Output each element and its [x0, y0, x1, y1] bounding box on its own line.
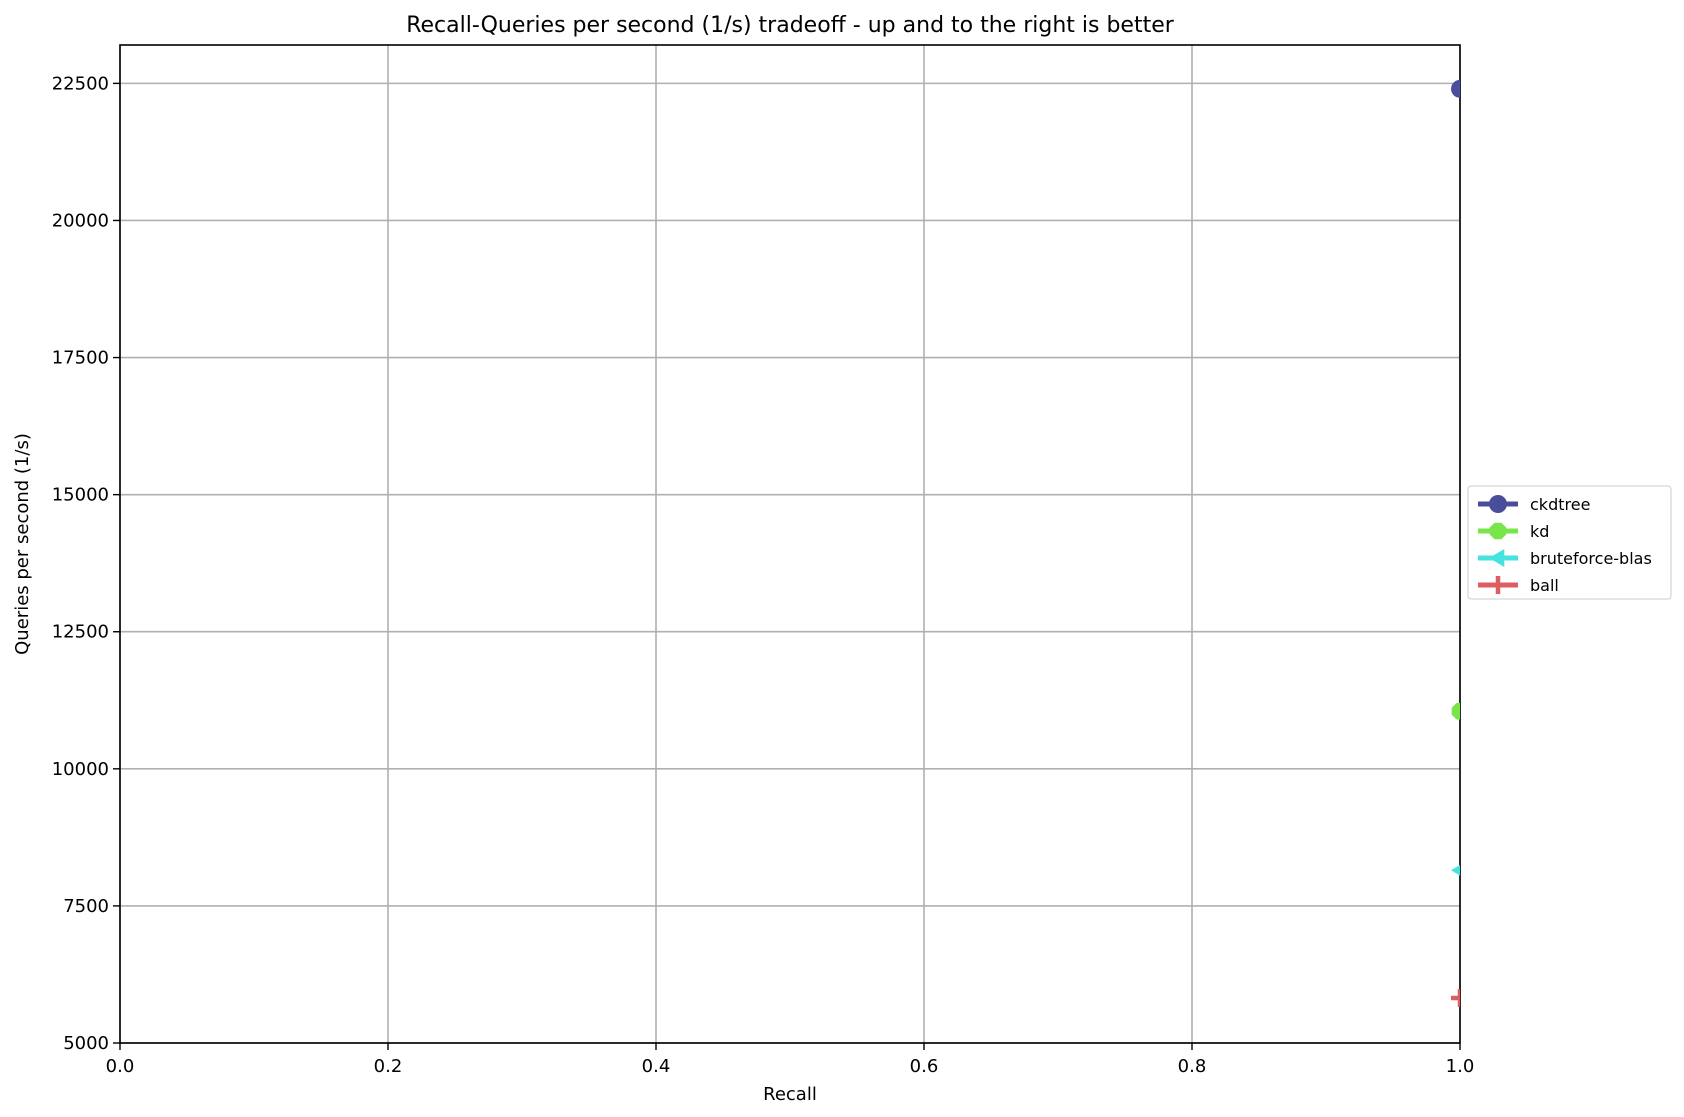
- legend-label-ckdtree: ckdtree: [1530, 495, 1590, 514]
- x-tick-label: 0.0: [106, 1056, 135, 1077]
- series-kd: [1451, 702, 1460, 720]
- x-ticks: 0.0 0.2 0.4 0.6 0.8 1.0: [106, 1043, 1475, 1077]
- series-bruteforce-blas: [1451, 864, 1460, 876]
- y-tick-label: 15000: [52, 485, 109, 506]
- legend-marker-kd: [1489, 522, 1507, 540]
- chart-title: Recall-Queries per second (1/s) tradeoff…: [406, 13, 1175, 38]
- y-tick-label: 7500: [63, 896, 109, 917]
- y-tick-label: 17500: [52, 348, 109, 369]
- data-point: [1451, 864, 1460, 876]
- legend-box: [1467, 485, 1672, 600]
- data-point: [1451, 79, 1460, 98]
- data-marks: [1451, 79, 1460, 1008]
- data-point: [1451, 989, 1460, 1008]
- series-ball: [1451, 989, 1460, 1008]
- y-ticks: 5000 7500 10000 12500 15000 17500 20000 22500: [52, 73, 120, 1054]
- y-tick-label: 20000: [52, 210, 109, 231]
- x-tick-label: 0.2: [374, 1056, 403, 1077]
- y-tick-label: 5000: [63, 1033, 109, 1054]
- plot-frame: [119, 44, 1461, 1044]
- legend-marker-ckdtree: [1489, 495, 1507, 513]
- legend-marker-bruteforce-blas: [1489, 549, 1505, 567]
- legend-label-kd: kd: [1530, 522, 1549, 541]
- legend-marker-ball: [1489, 576, 1507, 594]
- x-tick-label: 0.8: [1178, 1056, 1207, 1077]
- legend: ckdtree kd bruteforce-blas ball: [1467, 485, 1672, 600]
- data-point: [1451, 702, 1460, 720]
- x-axis-label: Recall: [763, 1084, 817, 1105]
- series-ckdtree: [1451, 79, 1460, 98]
- y-tick-label: 22500: [52, 73, 109, 94]
- x-tick-label: 1.0: [1446, 1056, 1475, 1077]
- y-axis-label: Queries per second (1/s): [12, 433, 33, 655]
- legend-label-bruteforce-blas: bruteforce-blas: [1530, 549, 1652, 568]
- grid: [119, 45, 1461, 1044]
- y-tick-label: 12500: [52, 622, 109, 643]
- y-tick-label: 10000: [52, 759, 109, 780]
- legend-label-ball: ball: [1530, 576, 1559, 595]
- x-tick-label: 0.4: [642, 1056, 671, 1077]
- x-tick-label: 0.6: [910, 1056, 939, 1077]
